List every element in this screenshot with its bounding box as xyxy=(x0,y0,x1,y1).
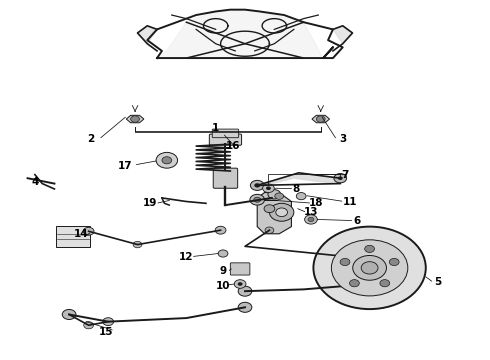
Circle shape xyxy=(308,217,314,222)
Text: 4: 4 xyxy=(31,177,39,187)
Text: 3: 3 xyxy=(339,134,346,144)
Circle shape xyxy=(234,280,246,288)
Circle shape xyxy=(215,226,226,234)
Text: 15: 15 xyxy=(98,327,113,337)
Text: 16: 16 xyxy=(225,141,240,151)
Polygon shape xyxy=(312,115,330,123)
Text: 11: 11 xyxy=(343,197,357,207)
Text: 13: 13 xyxy=(304,207,318,217)
Circle shape xyxy=(238,286,252,296)
Circle shape xyxy=(266,186,271,190)
Circle shape xyxy=(131,116,140,122)
Circle shape xyxy=(338,176,343,180)
Circle shape xyxy=(250,180,264,190)
FancyBboxPatch shape xyxy=(230,263,250,275)
Text: 9: 9 xyxy=(220,266,226,276)
Circle shape xyxy=(62,310,76,319)
Circle shape xyxy=(218,250,228,257)
Text: 14: 14 xyxy=(74,229,89,239)
FancyBboxPatch shape xyxy=(212,129,239,138)
Circle shape xyxy=(317,116,325,122)
Circle shape xyxy=(349,280,359,287)
Circle shape xyxy=(340,258,350,266)
Circle shape xyxy=(103,318,114,325)
Circle shape xyxy=(156,152,177,168)
Polygon shape xyxy=(257,193,292,234)
Text: 12: 12 xyxy=(179,252,194,262)
Circle shape xyxy=(238,282,243,286)
Circle shape xyxy=(270,203,294,221)
Text: 10: 10 xyxy=(216,281,230,291)
Circle shape xyxy=(353,256,387,280)
Polygon shape xyxy=(126,115,144,123)
Circle shape xyxy=(254,197,261,202)
Circle shape xyxy=(268,190,281,199)
Circle shape xyxy=(263,184,274,193)
Text: 8: 8 xyxy=(293,184,300,194)
Polygon shape xyxy=(333,26,352,44)
Circle shape xyxy=(83,227,94,235)
Circle shape xyxy=(314,226,426,309)
Circle shape xyxy=(296,193,306,200)
Circle shape xyxy=(84,321,94,329)
Polygon shape xyxy=(157,10,333,58)
Circle shape xyxy=(250,194,265,205)
Polygon shape xyxy=(257,173,340,187)
Circle shape xyxy=(361,262,378,274)
Circle shape xyxy=(380,280,390,287)
Circle shape xyxy=(162,157,172,164)
FancyBboxPatch shape xyxy=(213,168,238,188)
Circle shape xyxy=(254,183,260,188)
Circle shape xyxy=(238,302,252,312)
Circle shape xyxy=(264,205,275,213)
FancyBboxPatch shape xyxy=(209,134,242,145)
Text: 1: 1 xyxy=(212,123,220,133)
Text: 6: 6 xyxy=(354,216,361,226)
Circle shape xyxy=(276,208,288,217)
Circle shape xyxy=(133,241,142,248)
Text: 5: 5 xyxy=(434,277,441,287)
Text: 2: 2 xyxy=(87,134,95,144)
Circle shape xyxy=(305,215,318,224)
Circle shape xyxy=(331,240,408,296)
Circle shape xyxy=(363,279,376,289)
Text: 19: 19 xyxy=(143,198,157,208)
Polygon shape xyxy=(138,26,157,44)
Text: 7: 7 xyxy=(342,170,349,180)
Circle shape xyxy=(365,245,374,252)
Text: 17: 17 xyxy=(118,161,133,171)
Text: 18: 18 xyxy=(309,198,323,208)
Circle shape xyxy=(389,258,399,266)
Circle shape xyxy=(265,227,274,233)
Circle shape xyxy=(275,193,284,199)
Circle shape xyxy=(334,174,346,183)
FancyBboxPatch shape xyxy=(56,226,90,247)
